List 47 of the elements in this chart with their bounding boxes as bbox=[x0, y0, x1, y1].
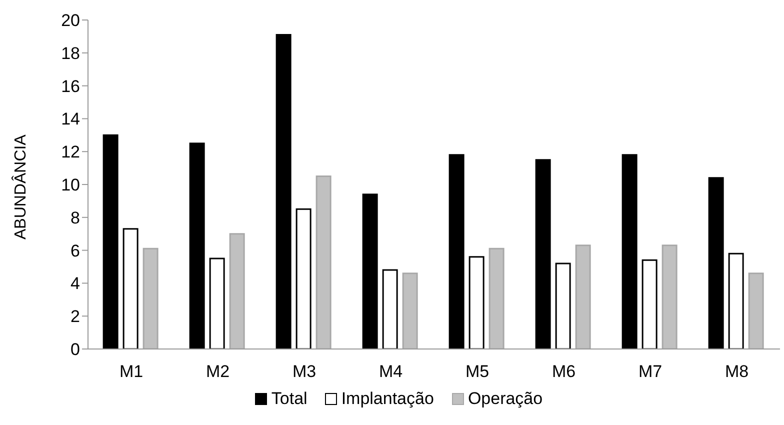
bar bbox=[448, 154, 464, 349]
y-tick-label: 8 bbox=[70, 208, 80, 228]
bar bbox=[362, 194, 378, 349]
legend-label: Operação bbox=[466, 389, 543, 409]
bar bbox=[402, 272, 418, 349]
bar bbox=[122, 228, 138, 349]
bar bbox=[142, 248, 158, 349]
bar bbox=[102, 134, 118, 349]
y-tick-label: 18 bbox=[61, 44, 80, 63]
bar bbox=[708, 177, 724, 349]
bar bbox=[488, 248, 504, 349]
bar bbox=[622, 154, 638, 349]
legend-label: Total bbox=[270, 389, 308, 409]
x-tick-label: M3 bbox=[292, 362, 316, 382]
y-tick-label: 16 bbox=[61, 76, 80, 96]
bar bbox=[189, 142, 205, 349]
y-tick-label: 12 bbox=[61, 142, 80, 162]
y-tick-label: 4 bbox=[70, 274, 80, 294]
bar bbox=[555, 262, 571, 349]
bar bbox=[575, 244, 591, 349]
bar bbox=[229, 233, 245, 349]
bar bbox=[276, 34, 292, 349]
bar bbox=[316, 176, 332, 349]
x-tick-label: M5 bbox=[465, 362, 490, 382]
x-tick-label: M1 bbox=[119, 362, 144, 382]
bar bbox=[642, 259, 658, 349]
y-axis-title: ABUNDÂNCIA bbox=[12, 134, 30, 240]
bar bbox=[468, 256, 484, 349]
y-tick-label: 6 bbox=[70, 241, 80, 260]
x-tick-label: M8 bbox=[724, 362, 749, 382]
y-tick-label: 20 bbox=[61, 11, 80, 30]
bar bbox=[748, 272, 764, 349]
x-tick-label: M7 bbox=[638, 362, 662, 382]
bar bbox=[209, 258, 225, 349]
bar bbox=[662, 244, 678, 349]
y-tick-label: 2 bbox=[70, 307, 80, 326]
y-tick-label: 10 bbox=[61, 176, 80, 195]
bar bbox=[535, 159, 551, 349]
x-tick-label: M2 bbox=[206, 362, 230, 382]
bar bbox=[728, 252, 744, 349]
bar bbox=[296, 208, 312, 349]
y-tick-label: 14 bbox=[61, 110, 80, 129]
x-tick-label: M6 bbox=[552, 362, 576, 382]
legend-label: Implantação bbox=[340, 389, 434, 409]
y-tick-label: 0 bbox=[70, 340, 80, 360]
bar bbox=[382, 269, 398, 349]
x-tick-label: M4 bbox=[378, 362, 403, 382]
